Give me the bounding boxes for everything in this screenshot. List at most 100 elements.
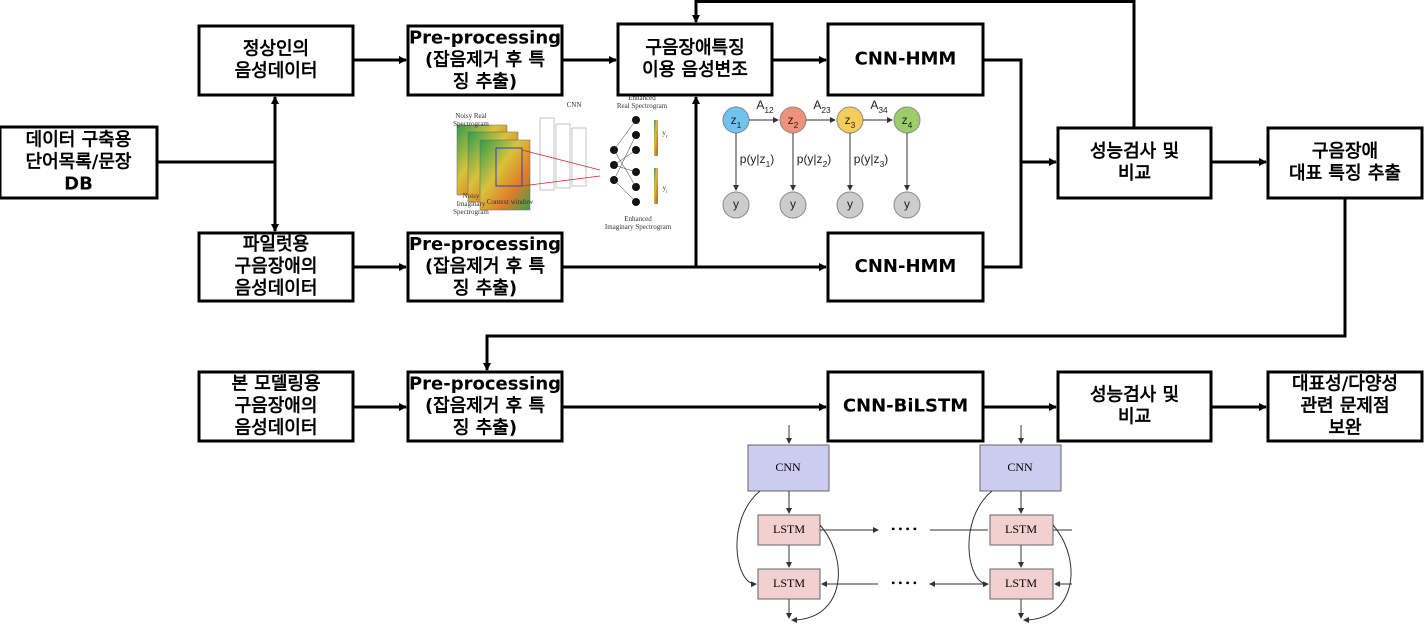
output <box>836 191 864 219</box>
state-label-sub: 3 <box>851 120 856 130</box>
node-box <box>1056 126 1213 200</box>
output-label: y <box>847 197 853 211</box>
transition-label: A12 <box>756 98 774 115</box>
output-label-base: y <box>662 129 666 137</box>
node-label: 징 추출) <box>453 278 517 299</box>
transition-label-sub: 23 <box>821 105 831 115</box>
node-box <box>197 231 355 303</box>
emission-label-tail: ) <box>770 152 774 166</box>
transition-label-base: A <box>813 98 821 112</box>
nodes: 데이터 구축용단어목록/문장DB정상인의음성데이터Pre-processing(… <box>0 22 1424 443</box>
node-label: 성능검사 및 <box>1090 141 1179 162</box>
state-label: z4 <box>902 113 913 130</box>
state-label-sub: 4 <box>908 120 913 130</box>
lstm-label: LSTM <box>773 576 805 590</box>
node-label: 구음장애의 <box>235 396 318 417</box>
node-label: Pre-processing <box>409 28 561 49</box>
emission-label-base: p(y|z <box>740 152 766 166</box>
lstm-label: LSTM <box>1005 576 1037 590</box>
node-box <box>0 125 159 200</box>
transition-label: A34 <box>870 98 888 115</box>
node-label: 성능검사 및 <box>1090 385 1179 406</box>
output <box>893 191 921 219</box>
output-label-sub: i <box>666 190 668 195</box>
node-label: (잡음제거 후 특 <box>425 256 545 277</box>
node-label: 대표성/다양성 <box>1292 374 1398 395</box>
node-box <box>826 22 985 97</box>
caption: Enhanced <box>624 215 652 223</box>
node-label: (잡음제거 후 특 <box>425 396 545 417</box>
lstm-figure: CNN CNN LSTM LSTM LSTM LSTM • • • • • • • • <box>736 425 1072 623</box>
node-box <box>826 231 985 303</box>
node-label: 데이터 구축용 <box>26 130 132 151</box>
ellipsis: • • • • <box>891 576 917 590</box>
emission-label-tail: ) <box>884 152 888 166</box>
caption: Real Spectrogram <box>617 102 668 110</box>
node: Pre-processing(잡음제거 후 특징 추출) <box>406 370 564 443</box>
caption: Noisy Real <box>455 112 486 120</box>
node-label: 관련 문제점 <box>1300 396 1389 417</box>
transition-label-base: A <box>756 98 764 112</box>
node: CNN-HMM <box>826 22 985 97</box>
emission-label-base: p(y|z <box>797 152 823 166</box>
output-label-base: y <box>663 184 667 192</box>
transition-label: A23 <box>813 98 831 115</box>
state-label-sub: 2 <box>794 120 799 130</box>
caption: Spectrogram <box>453 208 489 216</box>
node-label: 구음장애 <box>1312 141 1378 162</box>
lstm-label: LSTM <box>773 522 805 536</box>
node: 성능검사 및비교 <box>1056 370 1213 443</box>
node-label: 정상인의 <box>243 39 309 60</box>
output-label: y <box>790 197 796 211</box>
node: CNN-BiLSTM <box>826 370 985 443</box>
node-box <box>826 370 985 443</box>
output <box>722 191 750 219</box>
node-box <box>406 370 564 443</box>
caption: Spectrogram <box>453 120 489 128</box>
cnn-label: CNN <box>567 101 582 109</box>
node-label: (잡음제거 후 특 <box>425 50 545 71</box>
node-box <box>197 24 355 97</box>
emission-label: p(y|z1) <box>740 152 774 169</box>
connectors <box>157 0 1347 411</box>
output-label: y <box>733 197 739 211</box>
emission-label-tail: ) <box>827 152 831 166</box>
node-label: 음성데이터 <box>235 278 318 299</box>
node-box <box>1056 370 1213 443</box>
node: CNN-HMM <box>826 231 985 303</box>
node-box <box>406 24 564 97</box>
output-label-sub: r <box>666 135 668 140</box>
state-label: z3 <box>845 113 856 130</box>
lstm-label: LSTM <box>1005 522 1037 536</box>
state-label-base: z <box>731 113 737 127</box>
node-label: 징 추출) <box>453 72 517 93</box>
node-label: 대표 특징 추출 <box>1289 163 1401 184</box>
state-label: z1 <box>731 113 742 130</box>
node-label: CNN-BiLSTM <box>843 396 968 417</box>
state-label-base: z <box>845 113 851 127</box>
node-label: 비교 <box>1118 163 1151 184</box>
node-label: 구음장애의 <box>235 256 318 277</box>
node-label: Pre-processing <box>409 234 561 255</box>
node-label: CNN-HMM <box>855 49 957 70</box>
output-label: yr <box>662 129 668 140</box>
output-label: yi <box>663 184 669 195</box>
transition-label-sub: 12 <box>764 105 774 115</box>
state-label: z2 <box>788 113 799 130</box>
node-label: 징 추출) <box>453 418 517 439</box>
node-label: DB <box>64 174 93 195</box>
state-label-base: z <box>902 113 908 127</box>
ellipsis: • • • • <box>891 522 917 536</box>
node: Pre-processing(잡음제거 후 특징 추출) <box>406 24 564 97</box>
transition-label-sub: 34 <box>878 105 888 115</box>
node-box <box>406 231 564 303</box>
node-label: 단어목록/문장 <box>26 152 132 173</box>
node-label: 이용 음성변조 <box>642 60 748 81</box>
